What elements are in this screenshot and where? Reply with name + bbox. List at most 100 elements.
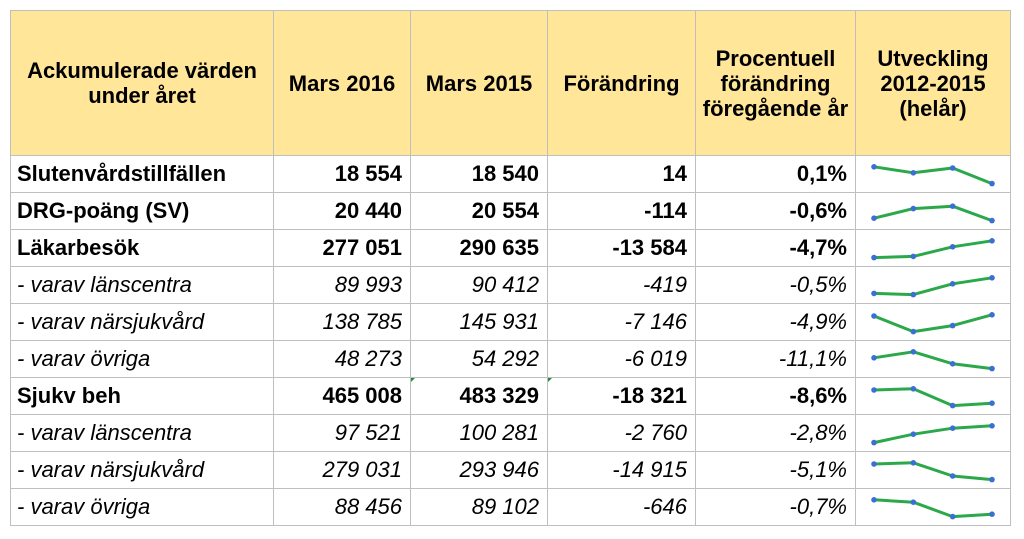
table-row: - varav övriga 48 273 54 292 -6 019 -11,1%	[10, 340, 1011, 378]
sparkline-marker	[910, 431, 917, 437]
header-mars-2016: Mars 2016	[273, 10, 411, 156]
cell-percent-change: -2,8%	[695, 414, 856, 452]
cell-mars-2016: 465 008	[273, 377, 411, 415]
sparkline-marker	[910, 291, 917, 298]
sparkline-marker	[910, 328, 917, 335]
sparkline-marker	[989, 423, 995, 429]
row-label: - varav närsjukvård	[10, 451, 274, 489]
sparkline-marker	[989, 365, 995, 372]
sparkline-marker	[989, 476, 995, 483]
row-label: Läkarbesök	[10, 229, 274, 267]
cell-mars-2016: 279 031	[273, 451, 411, 489]
cell-change: -2 760	[547, 414, 696, 452]
table-row: - varav länscentra 97 521 100 281 -2 760 -2,…	[10, 414, 1011, 452]
sparkline-marker	[989, 180, 995, 187]
sparkline-line	[873, 424, 993, 445]
table-row: Sjukv beh 465 008 483 329 -18 321 -8,6%	[10, 377, 1011, 415]
table-row: - varav övriga 88 456 89 102 -646 -0,7%	[10, 488, 1011, 526]
row-label: Slutenvårdstillfällen	[10, 155, 274, 193]
cell-percent-change: -4,7%	[695, 229, 856, 267]
sparkline-cell	[855, 488, 1011, 526]
trend-sparkline	[871, 460, 995, 483]
sparkline-line	[873, 239, 993, 260]
trend-sparkline	[871, 497, 995, 520]
sparkline-marker	[871, 313, 877, 319]
cell-change: -6 019	[547, 340, 696, 378]
sparkline-marker	[949, 203, 956, 209]
table-row: - varav närsjukvård 138 785 145 931 -7 146-…	[10, 303, 1011, 341]
cell-mars-2016: 20 440	[273, 192, 411, 230]
cell-mars-2015: 483 329	[410, 377, 548, 415]
sparkline-marker	[871, 254, 877, 261]
cell-mars-2016: 277 051	[273, 229, 411, 267]
sparkline-marker	[910, 205, 917, 212]
sparkline-line	[873, 461, 993, 482]
cell-mars-2016: 88 456	[273, 488, 411, 526]
row-label: - varav övriga	[10, 488, 274, 526]
trend-sparkline	[871, 238, 995, 261]
table-row: Slutenvårdstillfällen 18 554 18 540 14 0,1%	[10, 155, 1011, 193]
table-row: - varav närsjukvård 279 031 293 946 -14 915…	[10, 451, 1011, 489]
cell-change: 14	[547, 155, 696, 193]
sparkline-marker	[949, 281, 956, 287]
sparkline-marker	[949, 322, 956, 329]
sparkline-marker	[949, 244, 956, 250]
cell-change: -18 321	[547, 377, 696, 415]
cell-mars-2015: 145 931	[410, 303, 548, 341]
cell-mars-2016: 18 554	[273, 155, 411, 193]
trend-sparkline	[871, 203, 995, 224]
trend-sparkline	[871, 423, 995, 446]
sparkline-marker	[989, 312, 995, 318]
row-label: Sjukv beh	[10, 377, 274, 415]
header-percent-change: Procentuell förändring föregående år	[695, 10, 856, 156]
sparkline-marker	[989, 238, 995, 244]
sparkline-cell	[855, 192, 1011, 230]
sparkline-marker	[949, 361, 956, 367]
sparkline-marker	[871, 290, 877, 297]
sparkline-marker	[910, 460, 917, 466]
row-label: - varav övriga	[10, 340, 274, 378]
cell-mars-2015: 18 540	[410, 155, 548, 193]
table-row: Läkarbesök 277 051 290 635 -13 584 -4,7%	[10, 229, 1011, 267]
cell-change: -13 584	[547, 229, 696, 267]
cell-mars-2016: 97 521	[273, 414, 411, 452]
cell-mars-2015: 90 412	[410, 266, 548, 304]
sparkline-marker	[871, 355, 877, 361]
cell-percent-change: 0,1%	[695, 155, 856, 193]
sparkline-marker	[910, 170, 917, 176]
sparkline-marker	[989, 400, 995, 406]
sparkline-cell	[855, 303, 1011, 341]
sparkline-cell	[855, 377, 1011, 415]
sparkline-marker	[910, 253, 917, 260]
sparkline-marker	[989, 217, 995, 224]
sparkline-marker	[910, 386, 917, 392]
sparkline-cell	[855, 451, 1011, 489]
sparkline-cell	[855, 414, 1011, 452]
cell-change: -114	[547, 192, 696, 230]
row-label: - varav länscentra	[10, 414, 274, 452]
table-row: DRG-poäng (SV) 20 440 20 554 -114 -0,6%	[10, 192, 1011, 230]
cell-change: -419	[547, 266, 696, 304]
trend-sparkline	[871, 349, 995, 372]
cell-mars-2016: 138 785	[273, 303, 411, 341]
cell-change: -7 146	[547, 303, 696, 341]
sparkline-marker	[949, 402, 956, 409]
sparkline-marker	[871, 387, 877, 393]
cell-mars-2016: 48 273	[273, 340, 411, 378]
sparkline-marker	[871, 164, 877, 170]
cell-percent-change: -5,1%	[695, 451, 856, 489]
sparkline-line	[873, 276, 993, 297]
cell-percent-change: -0,7%	[695, 488, 856, 526]
sparkline-line	[873, 498, 993, 519]
row-label: DRG-poäng (SV)	[10, 192, 274, 230]
sparkline-cell	[855, 340, 1011, 378]
sparkline-marker	[949, 425, 956, 431]
sparkline-marker	[989, 511, 995, 517]
cell-percent-change: -4,9%	[695, 303, 856, 341]
sparkline-line	[873, 313, 993, 334]
cell-mars-2015: 54 292	[410, 340, 548, 378]
row-label: - varav länscentra	[10, 266, 274, 304]
sparkline-cell	[855, 155, 1011, 193]
cell-mars-2015: 20 554	[410, 192, 548, 230]
header-label-column: Ackumulerade värden under året	[10, 10, 274, 156]
